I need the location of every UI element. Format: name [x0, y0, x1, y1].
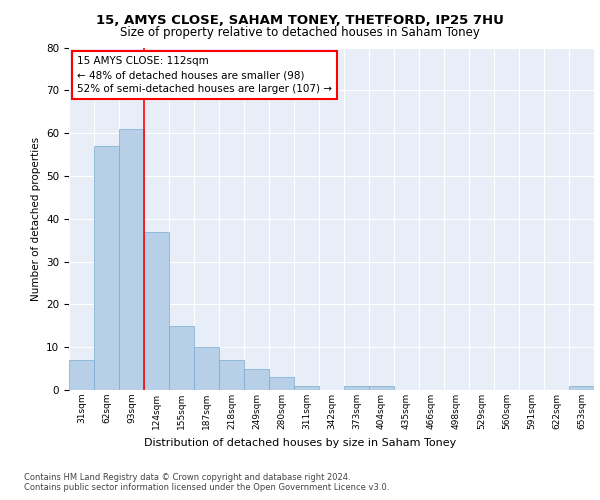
Text: Size of property relative to detached houses in Saham Toney: Size of property relative to detached ho… [120, 26, 480, 39]
Text: Contains public sector information licensed under the Open Government Licence v3: Contains public sector information licen… [24, 484, 389, 492]
Bar [344, 386, 369, 390]
Bar [69, 360, 94, 390]
Text: 15, AMYS CLOSE, SAHAM TONEY, THETFORD, IP25 7HU: 15, AMYS CLOSE, SAHAM TONEY, THETFORD, I… [96, 14, 504, 27]
Text: Contains HM Land Registry data © Crown copyright and database right 2024.: Contains HM Land Registry data © Crown c… [24, 472, 350, 482]
Text: Distribution of detached houses by size in Saham Toney: Distribution of detached houses by size … [144, 438, 456, 448]
Bar [269, 377, 294, 390]
Bar [569, 386, 594, 390]
Bar [219, 360, 244, 390]
Bar [194, 347, 219, 390]
Bar [169, 326, 194, 390]
Bar [369, 386, 394, 390]
Bar [294, 386, 319, 390]
Bar [144, 232, 169, 390]
Y-axis label: Number of detached properties: Number of detached properties [31, 136, 41, 301]
Bar [94, 146, 119, 390]
Bar [244, 368, 269, 390]
Bar [119, 129, 144, 390]
Text: 15 AMYS CLOSE: 112sqm
← 48% of detached houses are smaller (98)
52% of semi-deta: 15 AMYS CLOSE: 112sqm ← 48% of detached … [77, 56, 332, 94]
